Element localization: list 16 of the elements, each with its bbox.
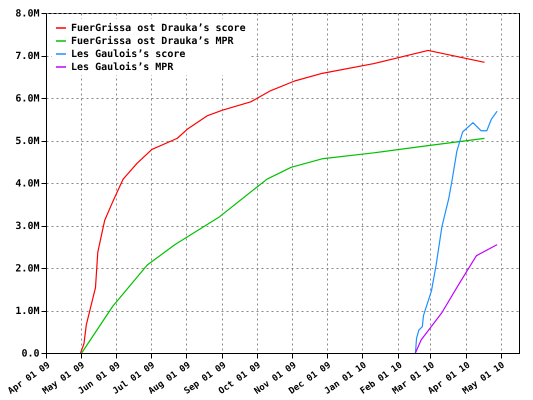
y-tick-label: 4.0M: [15, 178, 40, 190]
y-tick-label: 7.0M: [15, 51, 40, 62]
y-tick-label: 8.0M: [15, 8, 40, 20]
y-tick-label: 5.0M: [15, 136, 40, 147]
y-tick-label: 6.0M: [15, 94, 40, 104]
legend-label: Les Gaulois’s score: [71, 48, 186, 60]
legend-label: FuerGrissa ost Drauka’s MPR: [71, 35, 235, 47]
legend-label: FuerGrissa ost Drauka’s score: [71, 22, 246, 34]
line-series: [81, 138, 486, 353]
legend-label: Les Gaulois’s MPR: [71, 61, 174, 73]
y-tick-label: 2.0M: [15, 264, 40, 274]
line-series: [414, 244, 498, 353]
y-tick-label: 1.0M: [15, 306, 40, 317]
y-tick-label: 3.0M: [15, 221, 40, 232]
line-series: [414, 110, 498, 353]
y-tick-label: 0.0: [21, 348, 40, 360]
